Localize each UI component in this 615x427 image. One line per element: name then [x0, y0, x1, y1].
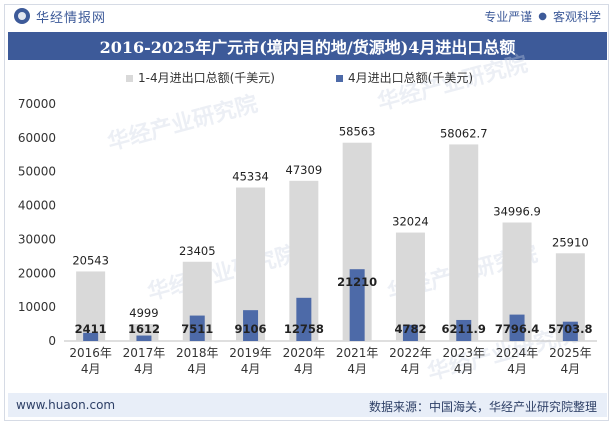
- legend-swatch-total: [126, 75, 133, 82]
- bar-total: [449, 144, 479, 341]
- bullet-icon: ●: [538, 11, 547, 22]
- bar-april: [509, 314, 525, 341]
- data-label-total: 20543: [72, 253, 109, 267]
- data-label-total: 45334: [232, 170, 269, 184]
- x-tick-label: 2022年: [389, 346, 432, 360]
- x-tick-label: 4月: [507, 362, 527, 376]
- header-bar: 华经情报网 专业严谨 ● 客观科学: [0, 0, 615, 32]
- data-label-total: 25910: [552, 235, 589, 249]
- data-label-total: 58062.7: [440, 126, 488, 140]
- data-label-total: 4999: [129, 306, 158, 320]
- brand-logo-icon: [14, 8, 30, 24]
- y-tick-label: 40000: [18, 199, 56, 213]
- legend-swatch-april: [336, 75, 343, 82]
- x-tick-label: 2024年: [496, 346, 539, 360]
- bar-april: [189, 315, 205, 341]
- x-tick-label: 2025年: [549, 346, 592, 360]
- bar-april: [243, 310, 259, 341]
- legend-label-april: 4月进出口总额(千美元): [348, 71, 473, 85]
- x-tick-label: 2021年: [336, 346, 379, 360]
- brand[interactable]: 华经情报网: [14, 6, 106, 26]
- x-tick-label: 4月: [454, 362, 474, 376]
- y-tick-label: 0: [48, 334, 56, 348]
- x-tick-label: 4月: [134, 362, 154, 376]
- x-tick-label: 2019年: [229, 346, 272, 360]
- tag-1: 专业严谨: [484, 10, 533, 24]
- y-tick-label: 50000: [18, 165, 56, 179]
- data-label-total: 32024: [392, 215, 429, 229]
- footer-source: 数据来源：中国海关，华经产业研究院整理: [368, 400, 597, 414]
- watermark-3: 华经产业研究院: [145, 241, 300, 306]
- footer-bar: www.huaon.com 数据来源：中国海关，华经产业研究院整理: [8, 393, 607, 417]
- data-label-total: 58563: [339, 125, 376, 139]
- x-tick-label: 4月: [81, 362, 101, 376]
- data-label-april: 9106: [235, 322, 267, 336]
- x-tick-label: 4月: [347, 362, 367, 376]
- data-label-total: 34996.9: [493, 205, 541, 219]
- bar-april: [562, 321, 578, 341]
- x-tick-label: 4月: [241, 362, 261, 376]
- data-label-total: 23405: [179, 244, 216, 258]
- data-label-april: 7511: [181, 322, 213, 336]
- data-label-total: 47309: [286, 163, 323, 177]
- footer-website[interactable]: www.huaon.com: [16, 398, 116, 412]
- x-tick-label: 4月: [401, 362, 421, 376]
- data-label-april: 1612: [128, 322, 160, 336]
- y-tick-label: 10000: [18, 300, 56, 314]
- x-tick-label: 2020年: [283, 346, 326, 360]
- data-label-april: 6211.9: [442, 322, 486, 336]
- data-label-april: 5703.8: [548, 322, 592, 336]
- bar-april: [402, 324, 418, 341]
- chart-title: 2016-2025年广元市(境内目的地/货源地)4月进出口总额: [8, 32, 607, 60]
- bar-total: [76, 271, 106, 341]
- data-label-april: 2411: [75, 322, 107, 336]
- bar-april: [136, 335, 152, 341]
- x-tick-label: 4月: [187, 362, 207, 376]
- y-tick-label: 30000: [18, 232, 56, 246]
- brand-name: 华经情报网: [36, 10, 107, 26]
- tag-2: 客观科学: [552, 10, 601, 24]
- x-tick-label: 2016年: [69, 346, 112, 360]
- header-tags: 专业严谨 ● 客观科学: [484, 8, 601, 25]
- data-label-april: 7796.4: [495, 322, 539, 336]
- bar-april: [83, 332, 99, 341]
- x-tick-label: 4月: [294, 362, 314, 376]
- legend-label-total: 1-4月进出口总额(千美元): [138, 71, 275, 85]
- x-tick-label: 2017年: [123, 346, 166, 360]
- watermark-0: 华经产业研究院: [105, 91, 260, 156]
- bar-april: [296, 297, 312, 341]
- y-tick-label: 60000: [18, 131, 56, 145]
- data-label-april: 12758: [284, 322, 324, 336]
- x-tick-label: 4月: [561, 362, 581, 376]
- bar-april: [349, 269, 365, 341]
- data-label-april: 21210: [337, 275, 377, 289]
- x-tick-label: 2018年: [176, 346, 219, 360]
- bar-total: [395, 232, 425, 341]
- x-tick-label: 2023年: [442, 346, 485, 360]
- y-tick-label: 70000: [18, 97, 56, 111]
- data-label-april: 4782: [394, 322, 426, 336]
- bar-april: [456, 319, 472, 341]
- y-tick-label: 20000: [18, 266, 56, 280]
